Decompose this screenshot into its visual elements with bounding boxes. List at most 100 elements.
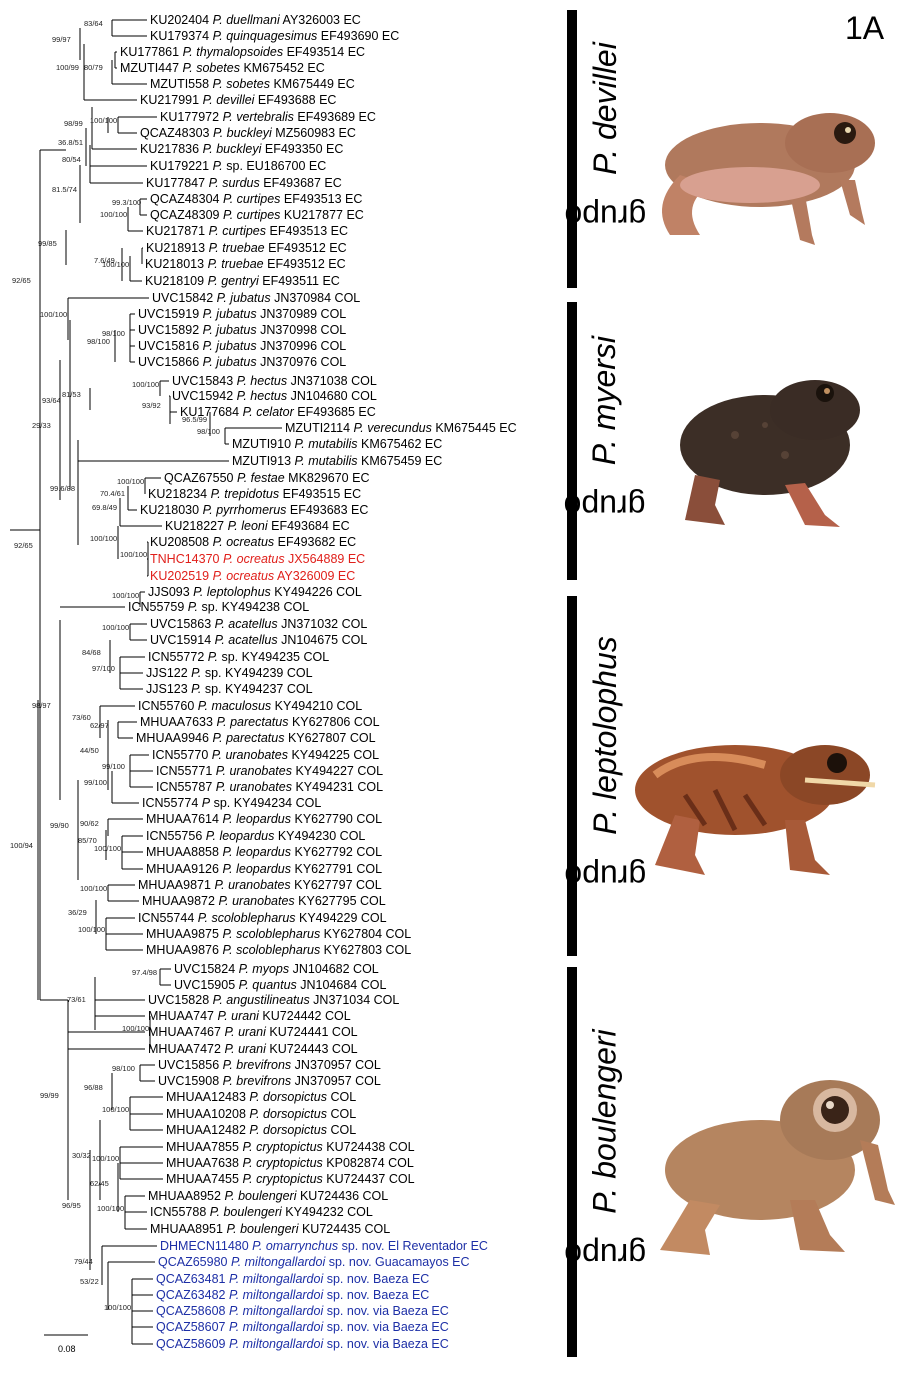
support-value: 99/99 bbox=[40, 1091, 59, 1100]
taxon-voucher: ICN55760 bbox=[138, 699, 198, 713]
support-value: 96.5/99 bbox=[182, 415, 207, 424]
support-value: 81/53 bbox=[62, 390, 81, 399]
taxon-voucher: MZUTI2114 bbox=[285, 421, 354, 435]
taxon-voucher: KU179374 bbox=[150, 29, 213, 43]
taxon-label: MHUAA7638 P. cryptopictus KP082874 COL bbox=[166, 1156, 414, 1170]
taxon-species: P. uranobates bbox=[212, 748, 288, 762]
taxon-species: P. boulengeri bbox=[226, 1222, 299, 1236]
group-label-boulengeri: grupo P. boulengeri bbox=[564, 1028, 646, 1273]
taxon-voucher: UVC15914 bbox=[150, 633, 215, 647]
support-value: 100/100 bbox=[112, 591, 139, 600]
taxon-species: P. brevifrons bbox=[223, 1074, 292, 1088]
support-value: 98/99 bbox=[64, 119, 83, 128]
taxon-accession: JN370989 COL bbox=[257, 307, 347, 321]
tree-branches bbox=[10, 19, 282, 1345]
support-values: 83/64 99/97 80/79 100/99 98/99 100/100 36.8/51… bbox=[10, 19, 220, 1312]
taxon-species: P. scoloblepharus bbox=[222, 943, 320, 957]
taxon-accession: EF493513 EC bbox=[280, 192, 362, 206]
support-value: 100/99 bbox=[56, 63, 79, 72]
support-value: 98/97 bbox=[32, 701, 51, 710]
support-value: 29/33 bbox=[32, 421, 51, 430]
taxon-species: P. devillei bbox=[203, 93, 256, 107]
taxon-species: P. mutabilis bbox=[295, 454, 358, 468]
taxon-label: JJS123 P. sp. KY494237 COL bbox=[146, 682, 313, 696]
taxon-species: P. cryptopictus bbox=[242, 1156, 322, 1170]
taxon-voucher: JJS123 bbox=[146, 682, 191, 696]
taxon-species: P. surdus bbox=[209, 176, 260, 190]
taxon-voucher: ICN55770 bbox=[152, 748, 212, 762]
taxon-voucher: KU177861 bbox=[120, 45, 183, 59]
taxon-species: P. curtipes bbox=[223, 192, 280, 206]
support-value: 100/100 bbox=[80, 884, 107, 893]
taxon-accession: KY494226 COL bbox=[271, 585, 362, 599]
taxon-accession: AY326009 EC bbox=[274, 569, 355, 583]
taxon-species: P. buckleyi bbox=[213, 126, 273, 140]
taxon-voucher: QCAZ63481 bbox=[156, 1272, 229, 1286]
taxon-voucher: ICN55744 bbox=[138, 911, 198, 925]
taxon-voucher: UVC15824 bbox=[174, 962, 239, 976]
support-value: 36.8/51 bbox=[58, 138, 83, 147]
support-value: 62/97 bbox=[90, 721, 109, 730]
taxon-label: MHUAA7614 P. leopardus KY627790 COL bbox=[146, 812, 382, 826]
taxon-species: P. leopardus bbox=[222, 845, 291, 859]
taxon-accession: sp. nov. via Baeza EC bbox=[323, 1337, 449, 1351]
taxon-voucher: QCAZ48304 bbox=[150, 192, 223, 206]
support-value: 44/50 bbox=[80, 746, 99, 755]
scale-bar-label: 0.08 bbox=[58, 1344, 76, 1354]
taxon-label: KU218227 P. leoni EF493684 EC bbox=[165, 519, 350, 533]
taxon-label: ICN55771 P. uranobates KY494227 COL bbox=[156, 764, 383, 778]
taxon-accession: JN370957 COL bbox=[291, 1058, 381, 1072]
taxon-voucher: MZUTI910 bbox=[232, 437, 295, 451]
taxon-accession: EF493514 EC bbox=[283, 45, 365, 59]
taxon-species: P. leopardus bbox=[206, 829, 275, 843]
taxon-accession: JN370976 COL bbox=[257, 355, 347, 369]
taxon-label: MHUAA7467 P. urani KU724441 COL bbox=[148, 1025, 358, 1039]
taxon-label: QCAZ58609 P. miltongallardoi sp. nov. vi… bbox=[156, 1337, 449, 1351]
support-value: 100/100 bbox=[100, 210, 127, 219]
taxon-voucher: UVC15828 bbox=[148, 993, 213, 1007]
taxon-voucher: JJS093 bbox=[148, 585, 193, 599]
taxon-accession: KY494225 COL bbox=[288, 748, 379, 762]
support-value: 92/65 bbox=[12, 276, 31, 285]
taxon-accession: EF493690 EC bbox=[317, 29, 399, 43]
taxon-accession: KM675462 EC bbox=[358, 437, 443, 451]
taxon-species: P. bbox=[213, 159, 223, 173]
taxon-label: UVC15942 P. hectus JN104680 COL bbox=[172, 389, 377, 403]
taxon-voucher: MHUAA7467 bbox=[148, 1025, 224, 1039]
taxon-voucher: UVC15816 bbox=[138, 339, 203, 353]
taxon-species: P. boulengeri bbox=[224, 1189, 297, 1203]
taxon-species: P. verecundus bbox=[354, 421, 432, 435]
frog-photo-myersi bbox=[680, 380, 860, 527]
support-value: 70.4/61 bbox=[100, 489, 125, 498]
taxon-label: UVC15856 P. brevifrons JN370957 COL bbox=[158, 1058, 381, 1072]
taxon-species: P. jubatus bbox=[203, 355, 257, 369]
taxon-accession: KY627803 COL bbox=[320, 943, 411, 957]
taxon-accession: KY627790 COL bbox=[291, 812, 382, 826]
support-value: 98/100 bbox=[87, 337, 110, 346]
taxon-accession: KM675452 EC bbox=[240, 61, 325, 75]
support-value: 84/68 bbox=[82, 648, 101, 657]
taxon-voucher: KU218234 bbox=[148, 487, 211, 501]
taxon-label: ICN55774 P sp. KY494234 COL bbox=[142, 796, 321, 810]
taxon-species: P. bbox=[191, 682, 201, 696]
support-value: 90/62 bbox=[80, 819, 99, 828]
support-value: 99.6/88 bbox=[50, 484, 75, 493]
taxon-label: ICN55770 P. uranobates KY494225 COL bbox=[152, 748, 379, 762]
taxon-label: KU208508 P. ocreatus EF493682 EC bbox=[150, 535, 356, 549]
taxon-accession: KY494231 COL bbox=[292, 780, 383, 794]
taxon-label: MHUAA8858 P. leopardus KY627792 COL bbox=[146, 845, 382, 859]
taxon-voucher: KU177972 bbox=[160, 110, 223, 124]
taxon-accession: JN104680 COL bbox=[287, 389, 377, 403]
taxon-voucher: MHUAA8951 bbox=[150, 1222, 226, 1236]
taxon-species: P. hectus bbox=[237, 374, 288, 388]
taxon-species: P. maculosus bbox=[198, 699, 271, 713]
support-value: 98/100 bbox=[102, 329, 125, 338]
taxon-voucher: ICN55759 bbox=[128, 600, 188, 614]
taxon-species: P. duellmani bbox=[213, 13, 281, 27]
taxon-accession: KY627797 COL bbox=[291, 878, 382, 892]
taxon-accession: sp. KY494239 COL bbox=[201, 666, 312, 680]
taxon-label: ICN55759 P. sp. KY494238 COL bbox=[128, 600, 309, 614]
taxon-label: KU177684 P. celator EF493685 EC bbox=[180, 405, 376, 419]
taxon-species: P. parectatus bbox=[212, 731, 284, 745]
taxon-voucher: UVC15908 bbox=[158, 1074, 223, 1088]
